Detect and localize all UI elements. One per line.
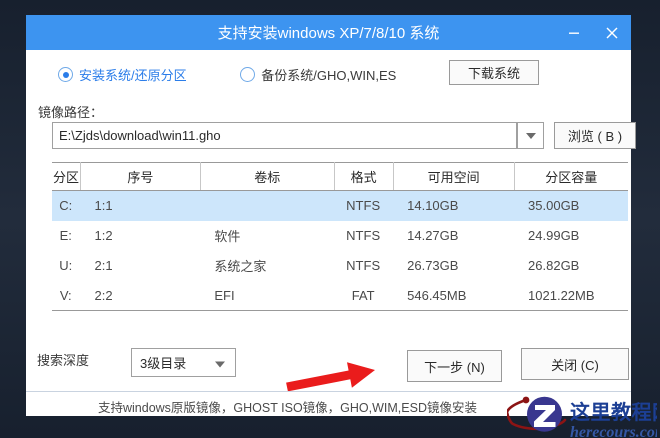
svg-text:这里教程网: 这里教程网 (570, 400, 657, 424)
svg-text:herecours.com: herecours.com (570, 424, 657, 438)
